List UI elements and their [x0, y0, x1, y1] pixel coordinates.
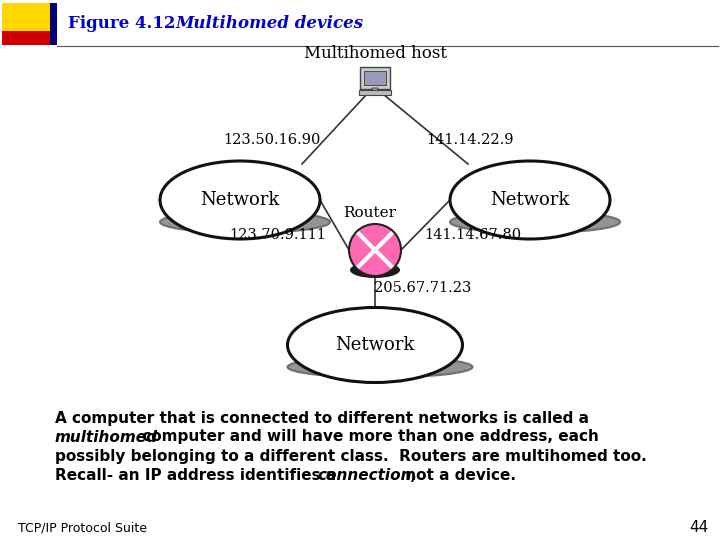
- Text: A computer that is connected to different networks is called a: A computer that is connected to differen…: [55, 410, 589, 426]
- FancyBboxPatch shape: [2, 31, 50, 45]
- Text: 141.14.67.80: 141.14.67.80: [424, 228, 521, 242]
- Text: 44: 44: [689, 521, 708, 536]
- Text: 141.14.22.9: 141.14.22.9: [426, 133, 514, 147]
- Ellipse shape: [160, 211, 330, 233]
- Text: Multihomed host: Multihomed host: [304, 45, 446, 62]
- Text: connection,: connection,: [317, 468, 418, 483]
- Text: multihomed: multihomed: [55, 429, 158, 444]
- Ellipse shape: [287, 307, 462, 382]
- Text: Network: Network: [490, 191, 570, 209]
- Text: Figure 4.12: Figure 4.12: [68, 16, 193, 32]
- Text: computer and will have more than one address, each: computer and will have more than one add…: [137, 429, 599, 444]
- Text: Network: Network: [336, 336, 415, 354]
- FancyBboxPatch shape: [359, 90, 391, 95]
- Ellipse shape: [450, 211, 620, 233]
- Circle shape: [349, 224, 401, 276]
- Ellipse shape: [450, 161, 610, 239]
- FancyBboxPatch shape: [360, 67, 390, 89]
- Ellipse shape: [350, 262, 400, 278]
- FancyBboxPatch shape: [364, 71, 386, 85]
- Ellipse shape: [287, 356, 472, 377]
- Polygon shape: [372, 88, 378, 91]
- Text: 205.67.71.23: 205.67.71.23: [374, 281, 472, 295]
- Text: Recall- an IP address identifies a: Recall- an IP address identifies a: [55, 468, 341, 483]
- Text: TCP/IP Protocol Suite: TCP/IP Protocol Suite: [18, 522, 147, 535]
- Text: Network: Network: [200, 191, 279, 209]
- Text: 123.50.16.90: 123.50.16.90: [223, 133, 320, 147]
- FancyBboxPatch shape: [50, 3, 57, 45]
- Ellipse shape: [160, 161, 320, 239]
- Text: possibly belonging to a different class.  Routers are multihomed too.: possibly belonging to a different class.…: [55, 449, 647, 463]
- Text: Router: Router: [343, 206, 397, 220]
- FancyBboxPatch shape: [2, 3, 50, 33]
- Text: 123.70.9.111: 123.70.9.111: [230, 228, 326, 242]
- Text: not a device.: not a device.: [400, 468, 516, 483]
- Text: Multihomed devices: Multihomed devices: [175, 16, 363, 32]
